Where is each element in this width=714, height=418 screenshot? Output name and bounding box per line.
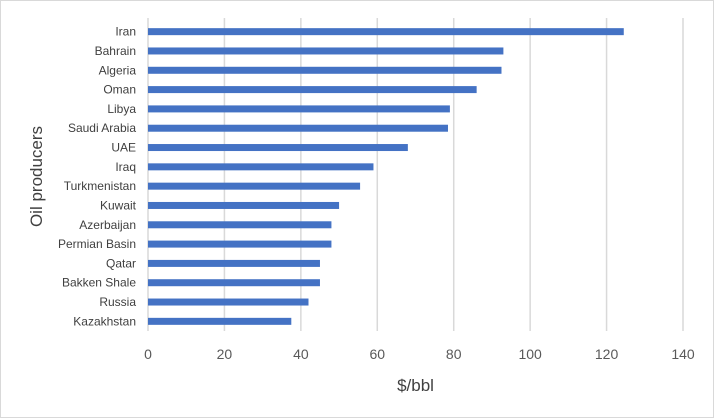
bar-azerbaijan (148, 221, 332, 229)
category-label-12: Qatar (106, 256, 136, 270)
bar-oman (148, 86, 477, 94)
x-axis-title: $/bbl (397, 376, 434, 395)
bars (148, 28, 624, 325)
category-label-2: Algeria (99, 63, 137, 77)
y-axis-title: Oil producers (27, 126, 46, 227)
bar-iran (148, 28, 624, 36)
category-label-4: Libya (107, 102, 136, 116)
category-label-1: Bahrain (95, 44, 136, 58)
category-label-5: Saudi Arabia (68, 121, 136, 135)
x-tick-6: 120 (595, 346, 619, 362)
x-tick-7: 140 (671, 346, 695, 362)
category-label-15: Kazakhstan (73, 314, 136, 328)
x-tick-labels: 0 20 40 60 80 100 120 140 (144, 346, 695, 362)
category-label-14: Russia (99, 295, 136, 309)
category-label-8: Turkmenistan (64, 179, 136, 193)
bar-kuwait (148, 201, 340, 209)
bar-algeria (148, 66, 502, 74)
bar-uae (148, 144, 408, 152)
category-label-9: Kuwait (100, 198, 137, 212)
category-label-7: Iraq (115, 160, 136, 174)
bar-bahrain (148, 47, 504, 55)
category-label-11: Permian Basin (58, 237, 136, 251)
bar-permian-basin (148, 240, 332, 248)
category-label-10: Azerbaijan (79, 218, 136, 232)
bar-saudi-arabia (148, 124, 448, 132)
x-tick-4: 80 (446, 346, 462, 362)
bar-qatar (148, 259, 320, 267)
bar-iraq (148, 163, 374, 171)
bar-bakken-shale (148, 279, 320, 287)
category-label-6: UAE (111, 141, 136, 155)
category-label-3: Oman (103, 83, 136, 97)
bar-kazakhstan (148, 317, 292, 325)
bar-turkmenistan (148, 182, 361, 190)
bar-libya (148, 105, 450, 113)
bar-russia (148, 298, 309, 306)
category-label-0: Iran (115, 25, 136, 39)
x-tick-1: 20 (217, 346, 233, 362)
category-label-13: Bakken Shale (62, 276, 136, 290)
x-tick-5: 100 (518, 346, 542, 362)
category-labels: Iran Bahrain Algeria Oman Libya Saudi Arabia U… (58, 25, 137, 329)
x-tick-0: 0 (144, 346, 152, 362)
x-tick-3: 60 (369, 346, 385, 362)
x-tick-2: 40 (293, 346, 309, 362)
